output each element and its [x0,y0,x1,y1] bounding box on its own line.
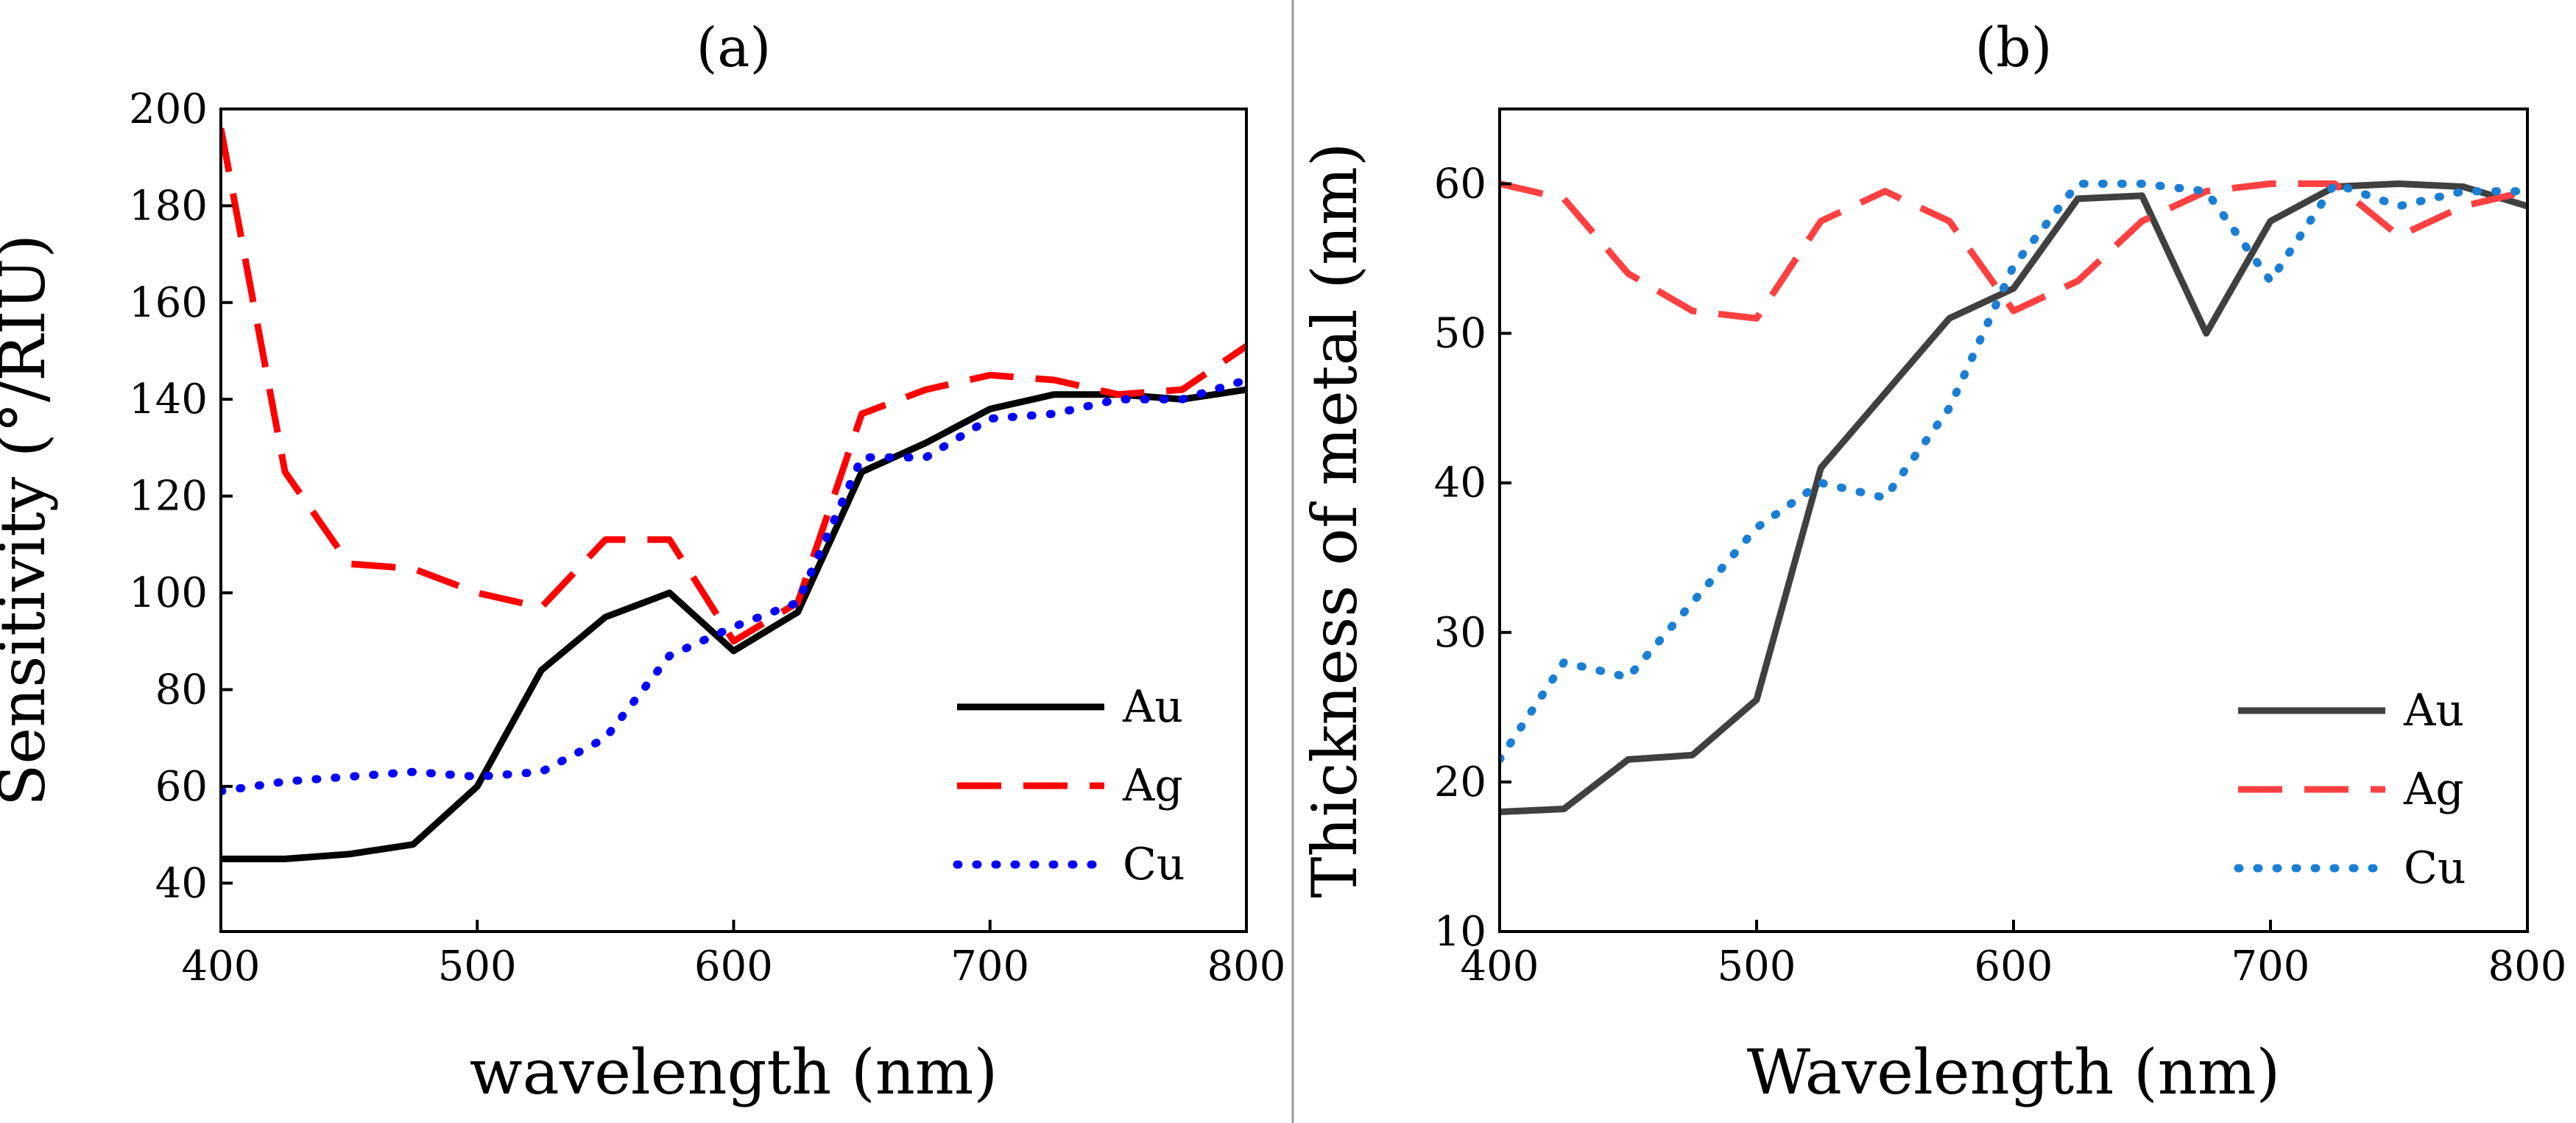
y-tick-label: 180 [129,182,208,230]
y-axis-label: Sensitivity (°/RIU) [0,234,59,806]
y-tick-label: 10 [1434,908,1486,956]
y-tick-label: 140 [129,376,208,423]
plot-frame [219,108,1248,933]
plot-frame [1498,108,2529,933]
y-tick-label: 80 [155,666,208,714]
legend-label-au: Au [1122,681,1183,733]
series-line-cu [221,376,1246,795]
legend-label-cu: Cu [1123,839,1185,890]
legend-label-ag: Ag [1122,760,1183,812]
y-tick-label: 20 [1434,758,1486,806]
panel-title: (b) [1975,16,2052,80]
x-tick-label: 800 [2488,943,2567,990]
x-tick-label: 400 [182,943,261,990]
x-tick-label: 400 [1461,943,1539,990]
x-tick-label: 500 [438,943,517,990]
legend-label-ag: Ag [2403,764,2464,815]
panel-a-sensitivity-chart: (a) 400 500 600 700 800 40 60 80 100 120 140 160 180 2… [0,16,1285,1108]
y-tick-label: 60 [155,763,208,811]
legend-label-au: Au [2403,685,2464,736]
x-axis-label: wavelength (nm) [470,1036,998,1108]
y-tick-label: 160 [129,279,208,327]
x-tick-label: 700 [2231,943,2310,990]
x-axis-label: Wavelength (nm) [1747,1036,2281,1108]
x-tick-label: 600 [694,943,773,990]
y-tick-label: 200 [129,85,208,133]
y-tick-label: 50 [1434,310,1486,358]
y-tick-label: 60 [1434,161,1486,208]
y-tick-label: 40 [155,859,208,907]
y-tick-label: 100 [129,569,208,617]
y-tick-label: 120 [129,473,208,521]
x-tick-label: 600 [1975,943,2053,990]
legend-label-cu: Cu [2404,842,2466,894]
x-tick-label: 800 [1207,943,1286,990]
series-line-ag [221,127,1246,645]
panel-title: (a) [696,16,772,80]
series-line-au [221,386,1246,862]
series-line-cu [1500,180,2527,764]
x-tick-label: 700 [950,943,1029,990]
panel-b-thickness-chart: (b) 400 500 600 700 800 10 20 30 40 50 60 Wavelength… [1299,16,2566,1108]
x-tick-label: 500 [1718,943,1796,990]
y-axis-label: Thickness of metal (nm) [1299,142,1371,898]
y-tick-label: 40 [1434,460,1486,507]
series-line-au [1500,180,2527,815]
series-line-ag [1500,180,2527,322]
y-tick-label: 30 [1434,609,1486,657]
